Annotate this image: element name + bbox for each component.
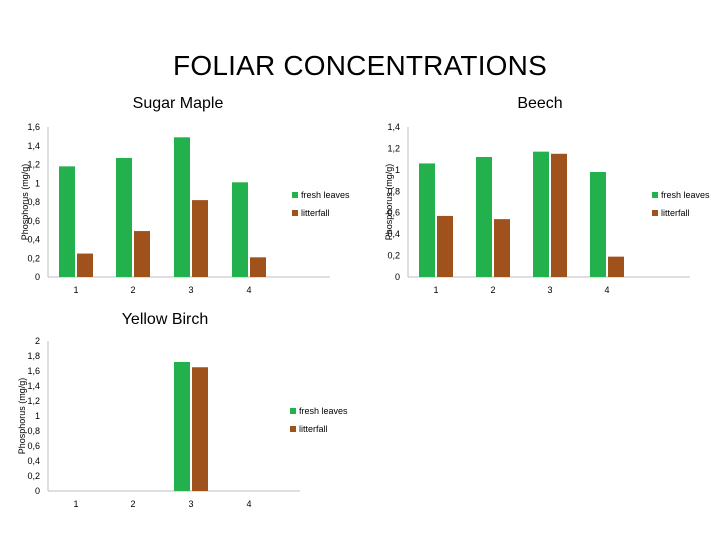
sugar-maple-y-axis-label: Phosphorus (mg/g) xyxy=(20,164,30,241)
sugar-maple-y-tick-label: 1,2 xyxy=(27,160,40,170)
sugar-maple-y-tick-label: 0,2 xyxy=(27,253,40,263)
yellow-birch-legend-swatch xyxy=(290,426,296,432)
sugar-maple-y-tick-label: 1,6 xyxy=(27,122,40,132)
beech-bar-fresh-leaves xyxy=(590,172,606,277)
yellow-birch-legend-label: litterfall xyxy=(299,424,328,434)
yellow-birch-x-tick-label: 3 xyxy=(188,499,193,509)
sugar-maple-y-tick-label: 0,4 xyxy=(27,235,40,245)
sugar-maple-bar-litterfall xyxy=(250,257,266,277)
beech-y-tick-label: 0,6 xyxy=(387,208,400,218)
beech-legend-label: litterfall xyxy=(661,208,690,218)
sugar-maple-bar-fresh-leaves xyxy=(59,166,75,277)
yellow-birch-y-tick-label: 1,6 xyxy=(27,366,40,376)
beech-bar-litterfall xyxy=(551,153,567,277)
beech-y-tick-label: 1,4 xyxy=(387,122,400,132)
sugar-maple-bar-litterfall xyxy=(192,200,208,277)
yellow-birch-legend-swatch xyxy=(290,408,296,414)
sugar-maple-x-tick-label: 1 xyxy=(73,285,78,295)
beech-bar-litterfall xyxy=(494,219,510,277)
beech-bar-litterfall xyxy=(437,215,453,277)
beech-y-tick-label: 1 xyxy=(395,165,400,175)
yellow-birch-x-tick-label: 1 xyxy=(73,499,78,509)
beech-legend-swatch xyxy=(652,210,658,216)
page-title: FOLIAR CONCENTRATIONS xyxy=(173,50,547,81)
yellow-birch-y-tick-label: 1 xyxy=(35,411,40,421)
sugar-maple-x-tick-label: 2 xyxy=(130,285,135,295)
sugar-maple-bar-fresh-leaves xyxy=(232,182,248,277)
yellow-birch-legend-label: fresh leaves xyxy=(299,406,348,416)
sugar-maple-y-tick-label: 1 xyxy=(35,178,40,188)
sugar-maple-y-tick-label: 0 xyxy=(35,272,40,282)
beech-bar-litterfall xyxy=(608,256,624,277)
beech-y-tick-label: 0 xyxy=(395,272,400,282)
beech-legend-label: fresh leaves xyxy=(661,190,710,200)
sugar-maple-y-tick-label: 0,8 xyxy=(27,197,40,207)
beech-x-tick-label: 3 xyxy=(547,285,552,295)
beech-legend-swatch xyxy=(652,192,658,198)
beech-y-tick-label: 0,4 xyxy=(387,229,400,239)
beech-x-tick-label: 4 xyxy=(604,285,609,295)
yellow-birch-y-tick-label: 1,8 xyxy=(27,351,40,361)
yellow-birch-title: Yellow Birch xyxy=(122,311,209,328)
yellow-birch-y-tick-label: 1,2 xyxy=(27,396,40,406)
sugar-maple-title: Sugar Maple xyxy=(133,95,224,112)
yellow-birch-y-tick-label: 2 xyxy=(35,336,40,346)
sugar-maple-legend-label: litterfall xyxy=(301,208,330,218)
yellow-birch-x-tick-label: 2 xyxy=(130,499,135,509)
beech-y-tick-label: 0,8 xyxy=(387,186,400,196)
beech-title: Beech xyxy=(517,95,562,112)
yellow-birch-y-tick-label: 0,2 xyxy=(27,471,40,481)
beech-bar-fresh-leaves xyxy=(419,163,435,277)
beech-x-tick-label: 2 xyxy=(490,285,495,295)
yellow-birch-y-axis-label: Phosphorus (mg/g) xyxy=(17,378,27,455)
sugar-maple-y-tick-label: 0,6 xyxy=(27,216,40,226)
beech-bar-fresh-leaves xyxy=(533,151,549,277)
sugar-maple-legend-label: fresh leaves xyxy=(301,190,350,200)
yellow-birch-bar-fresh-leaves xyxy=(174,362,190,491)
sugar-maple-bar-fresh-leaves xyxy=(174,137,190,277)
sugar-maple-legend-swatch xyxy=(292,192,298,198)
beech-y-tick-label: 0,2 xyxy=(387,251,400,261)
sugar-maple-x-tick-label: 3 xyxy=(188,285,193,295)
yellow-birch-y-tick-label: 0,8 xyxy=(27,426,40,436)
yellow-birch-bar-litterfall xyxy=(192,367,208,491)
beech-y-axis-label: Phosphorus (mg/g) xyxy=(384,164,394,241)
sugar-maple-y-tick-label: 1,4 xyxy=(27,141,40,151)
yellow-birch-y-tick-label: 0,6 xyxy=(27,441,40,451)
sugar-maple-x-tick-label: 4 xyxy=(246,285,251,295)
yellow-birch-y-tick-label: 0 xyxy=(35,486,40,496)
sugar-maple-bar-litterfall xyxy=(77,253,93,277)
yellow-birch-y-tick-label: 0,4 xyxy=(27,456,40,466)
sugar-maple-bar-litterfall xyxy=(134,231,150,277)
yellow-birch-y-tick-label: 1,4 xyxy=(27,381,40,391)
beech-bar-fresh-leaves xyxy=(476,157,492,277)
sugar-maple-legend-swatch xyxy=(292,210,298,216)
beech-y-tick-label: 1,2 xyxy=(387,143,400,153)
sugar-maple-bar-fresh-leaves xyxy=(116,157,132,277)
beech-x-tick-label: 1 xyxy=(433,285,438,295)
yellow-birch-x-tick-label: 4 xyxy=(246,499,251,509)
